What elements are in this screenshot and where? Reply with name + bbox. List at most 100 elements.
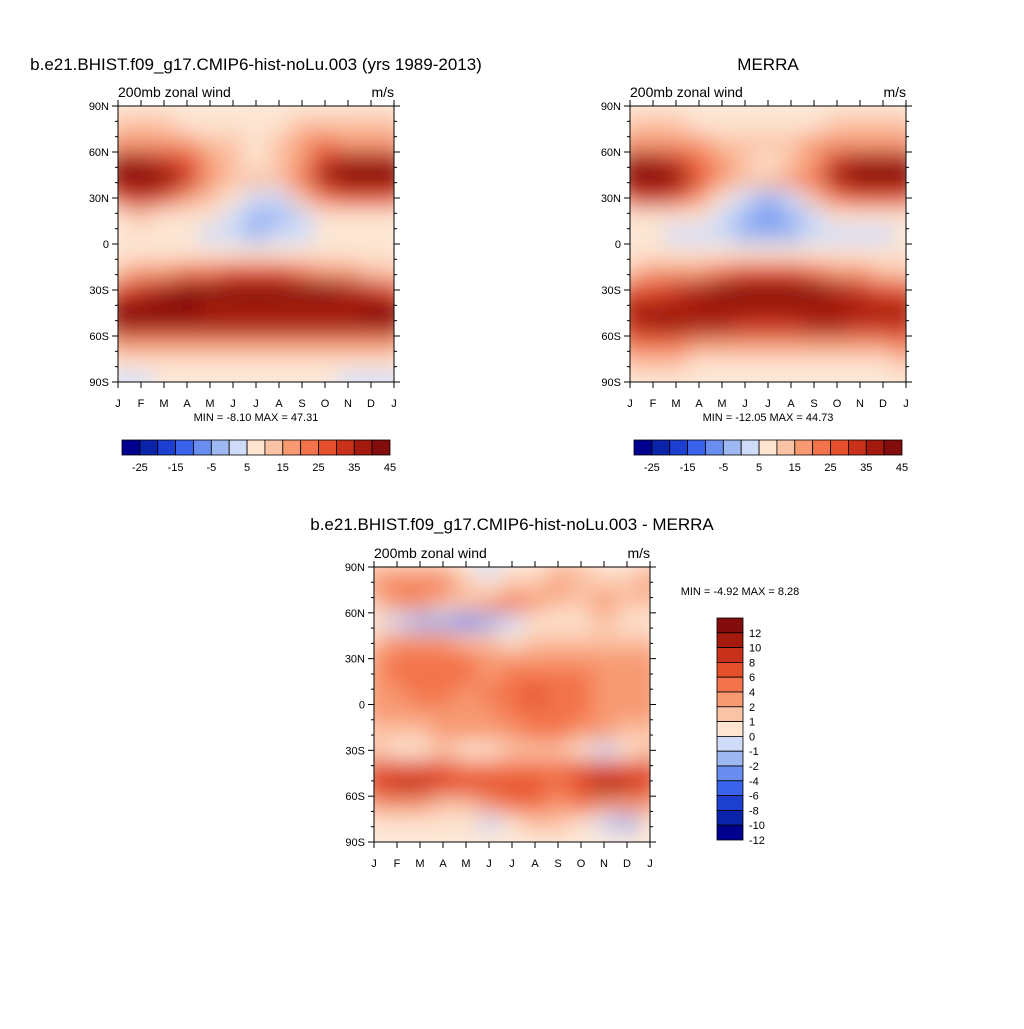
field-cell	[118, 262, 131, 282]
colorbar-box	[794, 439, 814, 456]
colorbar-box	[865, 439, 885, 456]
field-cell	[710, 207, 735, 227]
field-cell	[244, 317, 269, 337]
field-cell	[894, 152, 906, 172]
field-cell	[454, 814, 479, 834]
field-cell	[756, 106, 781, 117]
field-cell	[779, 115, 804, 135]
field-cell	[664, 133, 689, 153]
field-cell	[175, 354, 200, 374]
y-tick-label: 30N	[89, 193, 109, 205]
field-cell	[198, 336, 223, 356]
field-cell	[546, 567, 571, 578]
colorbar-box	[716, 765, 744, 782]
field-cell	[454, 722, 479, 743]
field-cell	[825, 207, 850, 227]
colorbar-label: 6	[749, 672, 755, 684]
field-cell	[385, 832, 410, 842]
field-cell	[385, 722, 410, 743]
field-cell	[687, 207, 712, 227]
x-tick-label: O	[321, 398, 330, 410]
field-cell	[638, 686, 650, 706]
field-cell	[374, 567, 387, 578]
field-cell	[641, 244, 666, 264]
x-tick-label: J	[765, 398, 771, 410]
field-cell	[779, 106, 804, 117]
field-cell	[638, 759, 650, 779]
field-cell	[313, 115, 338, 135]
field-cell	[641, 225, 666, 245]
field-cell	[641, 317, 666, 337]
field-cell	[244, 354, 269, 374]
field-cell	[523, 686, 548, 706]
field-cell	[871, 317, 896, 337]
x-tick-label: J	[647, 858, 653, 870]
colorbar-label: 15	[789, 462, 801, 474]
field-cell	[638, 612, 650, 633]
y-tick-label: 30S	[601, 285, 621, 297]
colorbar-label: 4	[749, 687, 755, 699]
field-cell	[313, 336, 338, 356]
field-cell	[244, 170, 269, 190]
field-cell	[118, 106, 131, 117]
colorbar-box	[175, 439, 194, 456]
field-cell	[221, 372, 246, 382]
field-cell	[569, 832, 594, 842]
field-cell	[664, 280, 689, 301]
field-cell	[638, 722, 650, 743]
x-tick-label: M	[461, 858, 470, 870]
field-cell	[477, 777, 502, 798]
field-cell	[454, 796, 479, 816]
field-cell	[118, 354, 131, 374]
field-cell	[664, 336, 689, 356]
field-cell	[802, 207, 827, 227]
field-cell	[244, 280, 269, 301]
field-cell	[408, 686, 433, 706]
field-cell	[267, 354, 292, 374]
field-cell	[382, 106, 394, 117]
field-cell	[630, 372, 643, 382]
field-cell	[523, 796, 548, 816]
field-cell	[118, 225, 131, 245]
colorbar-box	[300, 439, 319, 456]
field-cell	[848, 207, 873, 227]
field-cell	[244, 299, 269, 319]
field-cell	[175, 336, 200, 356]
colorbar-label: 1	[749, 717, 755, 729]
colorbar: -25 -15 -5 5 15 25 35 45	[121, 439, 396, 474]
field-cell	[198, 354, 223, 374]
field-cell	[779, 207, 804, 227]
field-cell	[290, 299, 315, 319]
field-cell	[894, 317, 906, 337]
field-cell	[779, 225, 804, 245]
field-cell	[569, 567, 594, 578]
field-cell	[152, 188, 177, 209]
colorbar-box	[264, 439, 284, 456]
field-cell	[267, 152, 292, 172]
field-cell	[546, 832, 571, 842]
field-cell	[546, 741, 571, 761]
field-cell	[848, 336, 873, 356]
y-tick-label: 90N	[345, 562, 365, 574]
x-tick-label: F	[394, 858, 401, 870]
field-cell	[802, 152, 827, 172]
field-cell	[802, 317, 827, 337]
field-cell	[687, 317, 712, 337]
field-cell	[221, 299, 246, 319]
field-cell	[687, 152, 712, 172]
field-cell	[290, 372, 315, 382]
field-cell	[500, 612, 525, 633]
field-cell	[152, 262, 177, 282]
field-cell	[592, 722, 617, 743]
x-tick-label: A	[531, 858, 539, 870]
field-cell	[408, 741, 433, 761]
field-cell	[290, 207, 315, 227]
field-cell	[129, 354, 154, 374]
field-cell	[431, 612, 456, 633]
colorbar-box	[193, 439, 212, 456]
field-cell	[336, 262, 361, 282]
field-cell	[756, 188, 781, 209]
field-cell	[825, 133, 850, 153]
field-cell	[710, 225, 735, 245]
field-cell	[382, 354, 394, 374]
